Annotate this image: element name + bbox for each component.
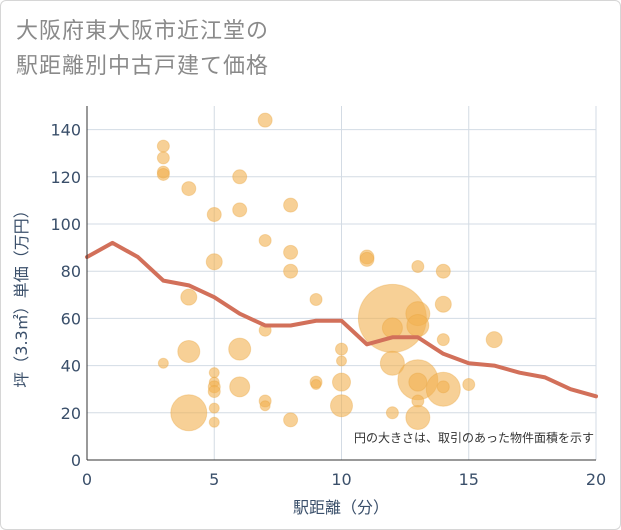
title-line-2: 駅距離別中古戸建て価格 xyxy=(16,54,270,79)
bubble-point xyxy=(434,295,452,313)
average-price-line xyxy=(85,240,598,399)
bubble-point xyxy=(336,355,347,367)
trend-line-layer xyxy=(85,240,598,399)
bubble-point xyxy=(170,394,208,432)
x-tick-label: 0 xyxy=(82,470,92,489)
bubble-point xyxy=(232,169,248,185)
bubble-point xyxy=(181,181,197,197)
bubble-point xyxy=(359,251,375,267)
bubble-point xyxy=(228,337,252,361)
chart-title: 大阪府東大阪市近江堂の 駅距離別中古戸建て価格 xyxy=(16,14,269,84)
bubble-point xyxy=(208,402,220,414)
x-tick-label: 10 xyxy=(331,470,351,489)
bubble-point xyxy=(205,253,223,271)
y-tick-label: 100 xyxy=(50,215,81,234)
bubble-point xyxy=(385,406,399,420)
y-tick-label: 40 xyxy=(61,357,81,376)
bubble-point xyxy=(283,244,299,260)
bubble-point xyxy=(435,263,451,279)
y-tick-label: 0 xyxy=(71,451,81,470)
bubble-point xyxy=(411,259,425,273)
bubble-point xyxy=(207,385,221,399)
bubble-point xyxy=(381,317,403,339)
size-annotation: 円の大きさは、取引のあった物件面積を示す xyxy=(354,430,594,445)
bubble-point xyxy=(309,293,323,307)
bubble-point xyxy=(310,378,322,390)
x-axis-label: 駅距離（分） xyxy=(293,498,389,517)
bubble-point xyxy=(206,207,222,223)
bubble-point xyxy=(330,394,353,418)
bubble-point xyxy=(229,376,251,398)
x-tick-label: 15 xyxy=(459,470,479,489)
axes: 0 20 40 60 80 100 120 140 0 5 10 15 20 xyxy=(50,106,606,489)
bubble-point xyxy=(208,367,220,379)
bubble-point xyxy=(332,372,351,392)
title-line-1: 大阪府東大阪市近江堂の xyxy=(16,19,270,44)
y-tick-label: 120 xyxy=(50,168,81,187)
bubble-point xyxy=(379,350,405,376)
bubble-point xyxy=(156,139,170,153)
bubble-point xyxy=(283,412,299,428)
bubble-point xyxy=(257,112,273,128)
bubble-point xyxy=(157,357,169,369)
bubble-point xyxy=(283,197,299,213)
bubbles xyxy=(156,112,503,432)
bubble-point xyxy=(232,202,248,218)
bubble-point xyxy=(436,380,450,394)
x-tick-label: 5 xyxy=(209,470,219,489)
bubble-point xyxy=(436,333,450,347)
y-tick-label: 20 xyxy=(61,404,81,423)
bubble-point xyxy=(405,405,431,431)
grid xyxy=(87,106,597,460)
bubble-point xyxy=(485,331,503,349)
y-axis-label: 坪（3.3㎡）単価（万円） xyxy=(12,202,31,387)
bubble-point xyxy=(180,288,198,306)
bubble-point xyxy=(208,416,220,428)
bubble-point xyxy=(335,342,348,356)
x-tick-label: 20 xyxy=(586,470,606,489)
bubble-point xyxy=(156,167,170,181)
bubble-point xyxy=(156,151,170,165)
bubble-point xyxy=(408,372,428,392)
bubble-point xyxy=(258,234,272,248)
bubble-point xyxy=(259,400,271,412)
bubble-point xyxy=(177,339,201,363)
bubble-point xyxy=(283,263,299,279)
bubble-point xyxy=(462,377,476,391)
y-tick-label: 80 xyxy=(61,262,81,281)
y-tick-label: 60 xyxy=(61,309,81,328)
y-tick-label: 140 xyxy=(50,121,81,140)
bubble-point xyxy=(406,313,430,337)
